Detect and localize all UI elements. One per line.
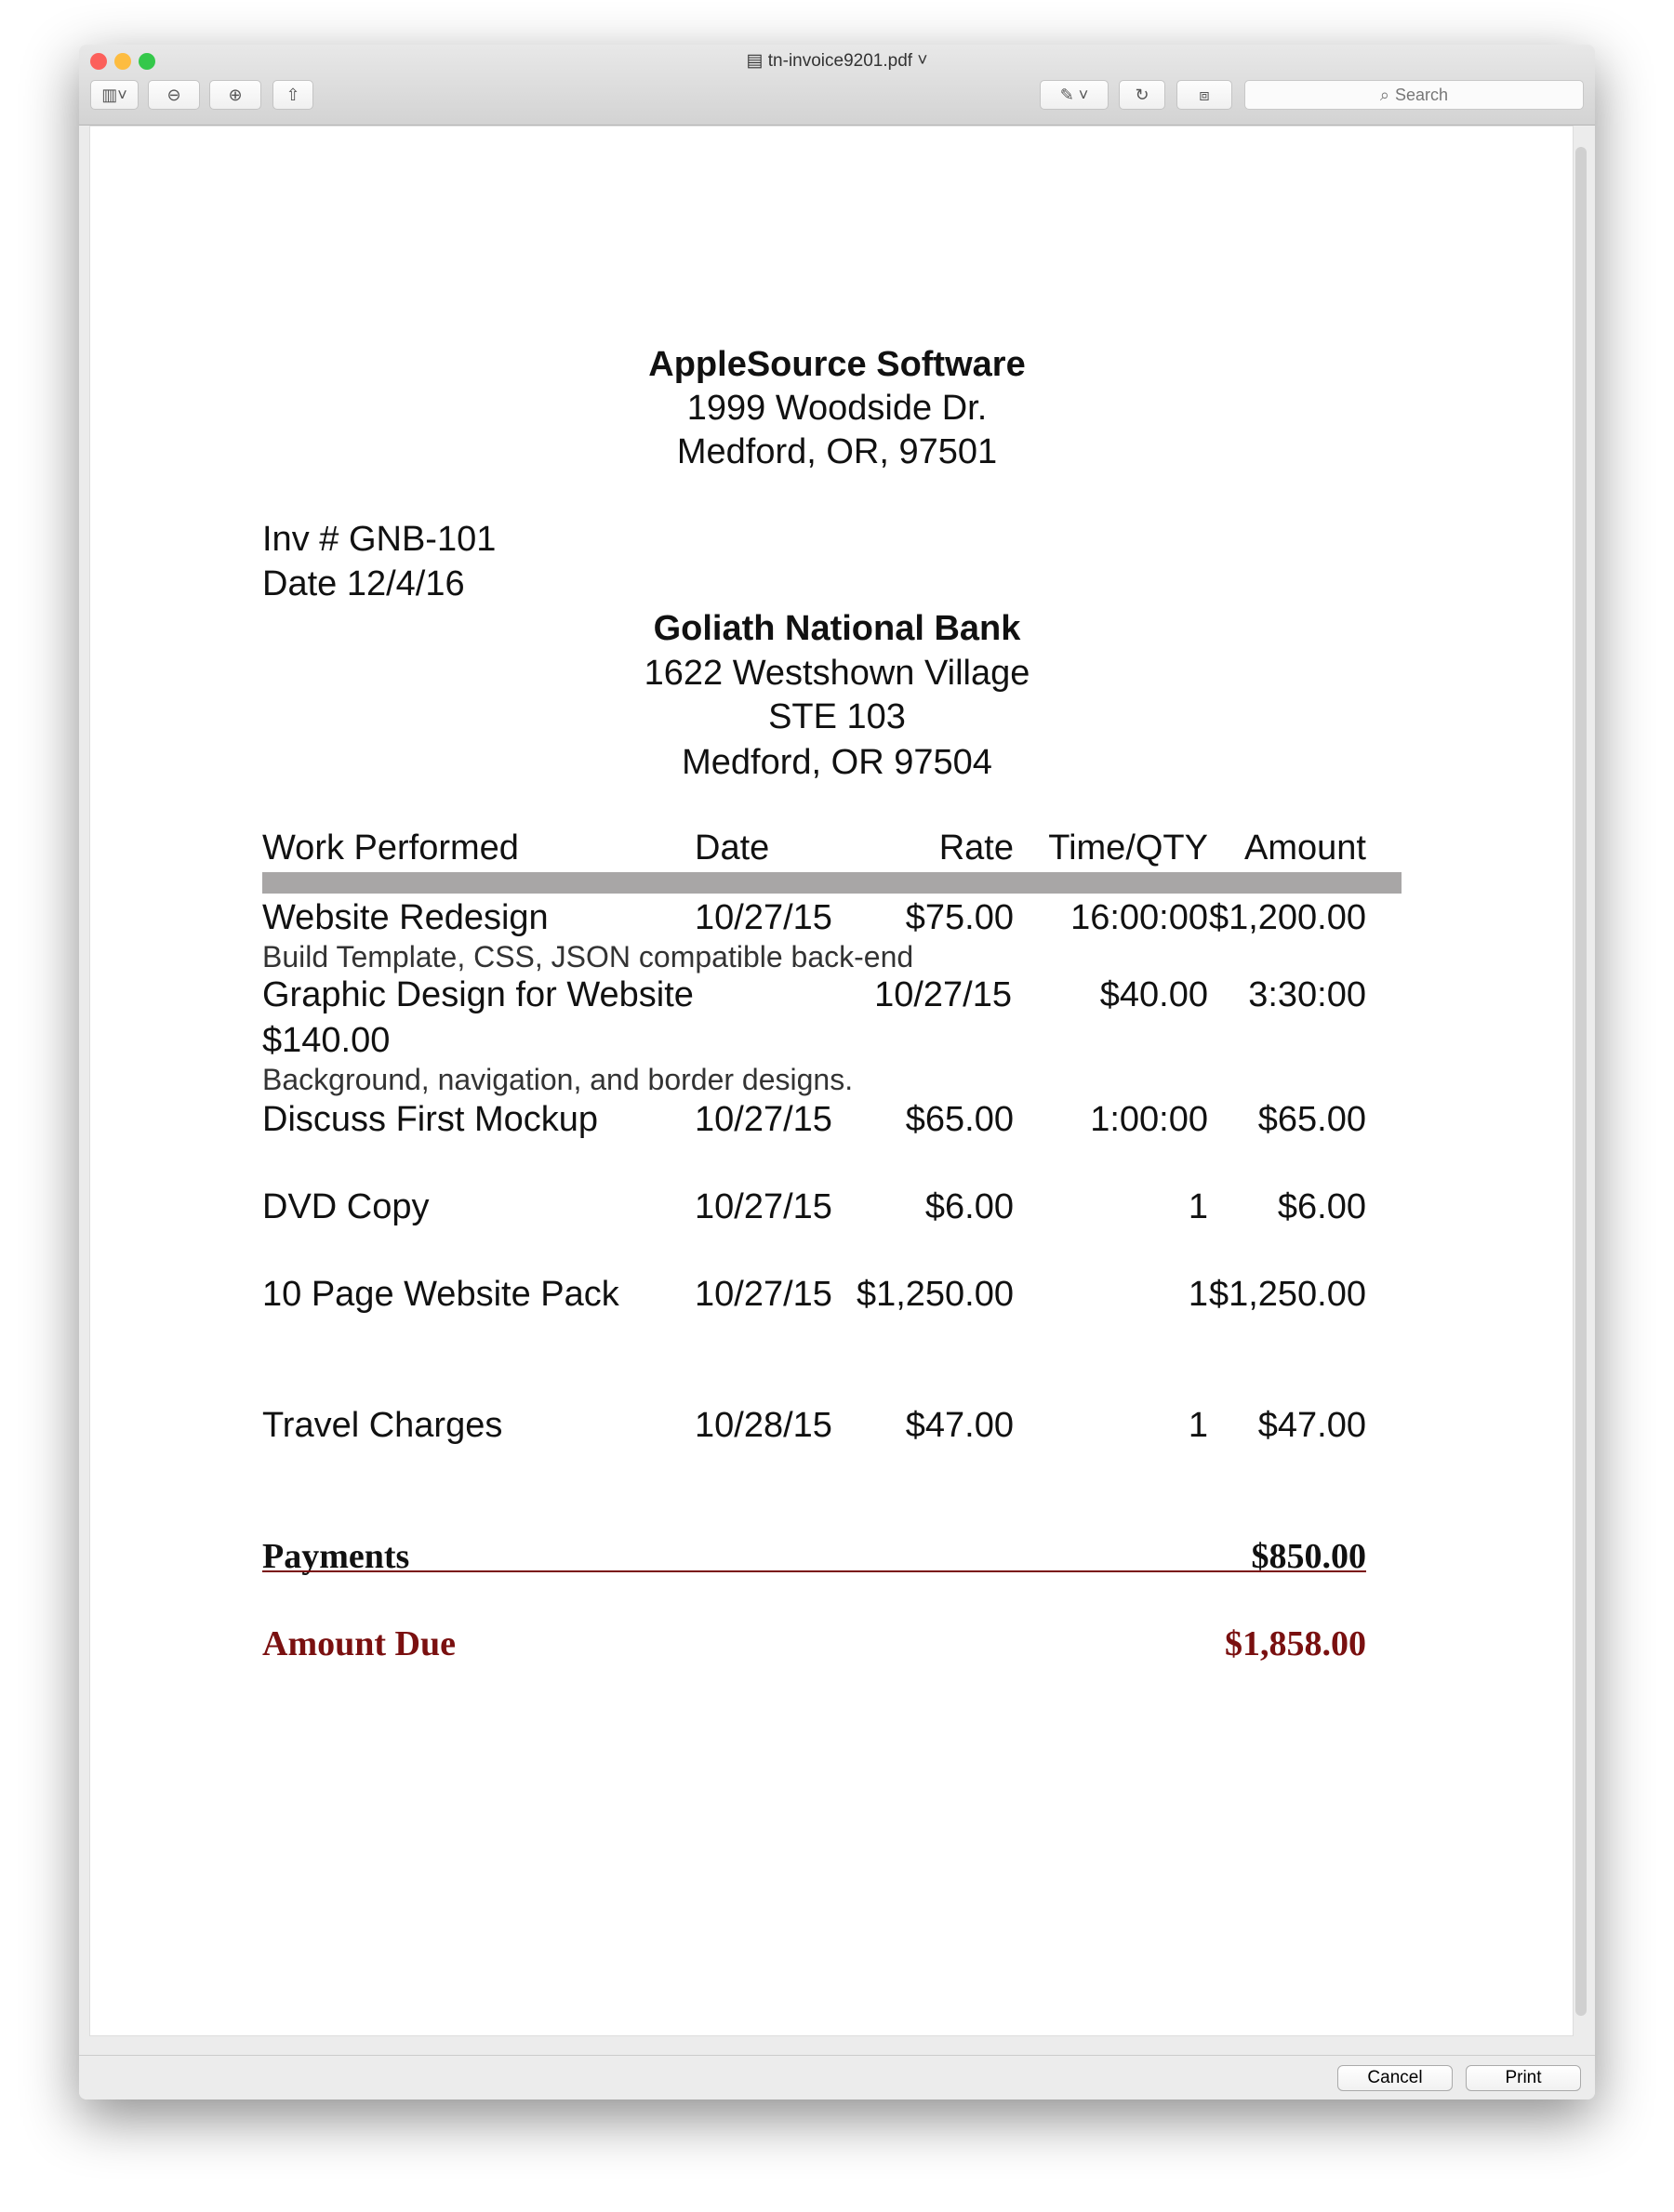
close-button[interactable] (90, 53, 107, 70)
column-header-work: Work Performed (262, 828, 519, 868)
item-work: DVD Copy (262, 1187, 430, 1226)
column-header-amount: Amount (1244, 828, 1366, 868)
item-amount: $65.00 (1257, 1100, 1366, 1139)
to-name: Goliath National Bank (653, 609, 1021, 648)
zoom-button[interactable] (139, 53, 155, 70)
item-amount: $1,250.00 (1208, 1275, 1366, 1314)
invoice-number: Inv # GNB-101 (262, 520, 497, 559)
from-city: Medford, OR, 97501 (676, 432, 998, 471)
item-qty: 16:00:00 (1070, 898, 1208, 937)
item-work: Graphic Design for Website (262, 975, 694, 1014)
column-header-rate: Rate (938, 828, 1014, 868)
invoice-date: Date 12/4/16 (262, 564, 465, 603)
item-description: Background, navigation, and border desig… (262, 1063, 854, 1096)
search-input[interactable]: ⌕ Search (1244, 80, 1584, 110)
item-qty: 1:00:00 (1090, 1100, 1208, 1139)
amount-due-value: $1,858.00 (1225, 1624, 1366, 1663)
from-street: 1999 Woodside Dr. (686, 389, 988, 428)
to-suite: STE 103 (768, 697, 906, 736)
print-button[interactable]: Print (1466, 2065, 1581, 2091)
pdf-page (89, 126, 1574, 2036)
item-rate: $1,250.00 (856, 1275, 1014, 1314)
title-text: tn-invoice9201.pdf (767, 51, 913, 71)
markup-button[interactable]: ✎ ˅ (1040, 80, 1109, 110)
bottom-bar: Cancel Print (79, 2055, 1595, 2099)
preview-window: ▤ tn-invoice9201.pdf ˅ ▥˅ ⊖ ⊕ ⇧ ✎ ˅ ↻ ⧈ … (79, 45, 1595, 2099)
item-qty: 1 (1188, 1275, 1208, 1314)
item-amount: $1,200.00 (1208, 898, 1366, 937)
pen-icon: ✎ ˅ (1059, 85, 1089, 104)
cancel-button[interactable]: Cancel (1337, 2065, 1453, 2091)
item-rate: $75.00 (905, 898, 1014, 937)
item-rate: $40.00 (1099, 975, 1208, 1014)
toolbox-icon: ⧈ (1199, 85, 1210, 104)
item-rate: $65.00 (905, 1100, 1014, 1139)
from-name: AppleSource Software (648, 345, 1026, 384)
zoom-in-icon: ⊕ (228, 85, 243, 104)
share-button[interactable]: ⇧ (272, 80, 313, 110)
item-description: Build Template, CSS, JSON compatible bac… (262, 940, 914, 974)
item-qty: 1 (1188, 1187, 1208, 1226)
payments-rule (262, 1570, 1366, 1572)
item-amount: $47.00 (1257, 1406, 1366, 1445)
header-bar (262, 872, 1402, 894)
item-work: Website Redesign (262, 898, 549, 937)
item-work: Discuss First Mockup (262, 1100, 599, 1139)
payments-label: Payments (262, 1537, 410, 1576)
item-qty: 3:30:00 (1248, 975, 1366, 1014)
pdf-file-icon: ▤ (746, 51, 768, 71)
item-amount: $6.00 (1277, 1187, 1366, 1226)
zoom-in-button[interactable]: ⊕ (209, 80, 261, 110)
payments-value: $850.00 (1251, 1537, 1367, 1576)
item-amount: $140.00 (262, 1021, 391, 1060)
item-rate: $6.00 (924, 1187, 1014, 1226)
item-rate: $47.00 (905, 1406, 1014, 1445)
share-icon: ⇧ (286, 85, 300, 104)
item-date: 10/27/15 (874, 975, 1012, 1014)
zoom-out-icon: ⊖ (166, 85, 181, 104)
item-date: 10/28/15 (695, 1406, 832, 1445)
item-date: 10/27/15 (695, 1275, 832, 1314)
search-icon: ⌕ (1379, 85, 1390, 104)
minimize-button[interactable] (114, 53, 131, 70)
toolbar: ▤ tn-invoice9201.pdf ˅ ▥˅ ⊖ ⊕ ⇧ ✎ ˅ ↻ ⧈ … (79, 45, 1595, 126)
item-date: 10/27/15 (695, 898, 832, 937)
column-header-date: Date (695, 828, 770, 868)
item-date: 10/27/15 (695, 1187, 832, 1226)
rotate-icon: ↻ (1135, 85, 1149, 104)
window-title[interactable]: ▤ tn-invoice9201.pdf ˅ (746, 51, 928, 71)
toolbox-button[interactable]: ⧈ (1176, 80, 1232, 110)
search-placeholder: Search (1395, 85, 1449, 104)
sidebar-toggle-button[interactable]: ▥˅ (90, 80, 139, 110)
item-date: 10/27/15 (695, 1100, 832, 1139)
zoom-out-button[interactable]: ⊖ (148, 80, 200, 110)
item-work: 10 Page Website Pack (262, 1275, 619, 1314)
to-city: Medford, OR 97504 (682, 743, 992, 782)
amount-due-label: Amount Due (262, 1624, 456, 1663)
rotate-button[interactable]: ↻ (1119, 80, 1165, 110)
item-qty: 1 (1188, 1406, 1208, 1445)
item-work: Travel Charges (262, 1406, 503, 1445)
to-street: 1622 Westshown Village (644, 654, 1030, 693)
column-header-qty: Time/QTY (1048, 828, 1208, 868)
sidebar-icon: ▥˅ (101, 85, 127, 104)
scrollbar[interactable] (1575, 147, 1587, 2016)
